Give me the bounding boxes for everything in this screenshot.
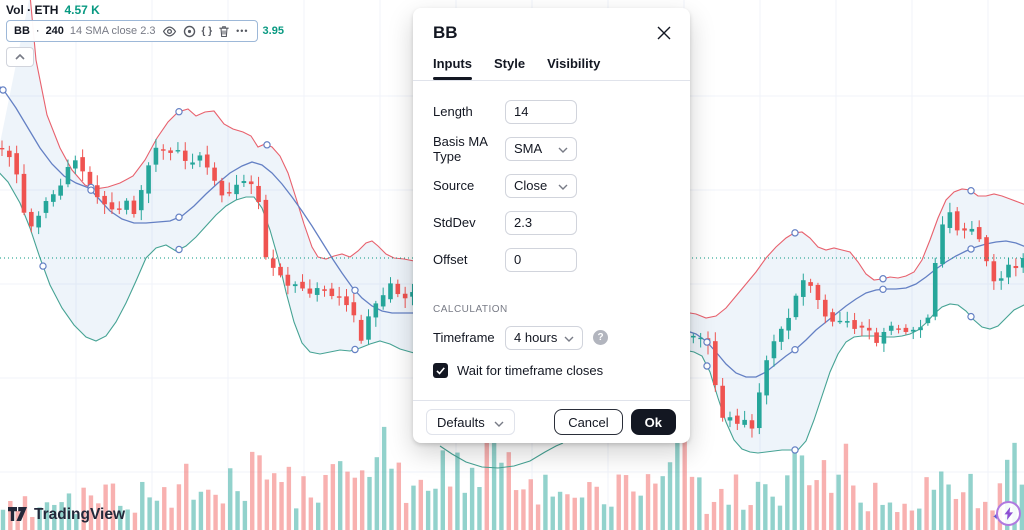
indicator-settings-dialog: BB Inputs Style Visibility Length Basis … — [413, 8, 690, 443]
checkbox-label: Wait for timeframe closes — [457, 363, 604, 378]
offset-input[interactable] — [505, 247, 577, 272]
offset-label: Offset — [433, 252, 468, 267]
source-select[interactable]: Close — [505, 173, 577, 198]
wait-for-timeframe-closes-checkbox[interactable]: Wait for timeframe closes — [433, 363, 670, 378]
quick-actions-badge[interactable]: ✦ — [992, 499, 1022, 527]
eye-icon[interactable] — [162, 25, 177, 38]
tradingview-logo[interactable]: TradingView — [8, 506, 125, 524]
close-icon[interactable] — [654, 23, 674, 43]
stddev-input[interactable] — [505, 210, 577, 235]
stddev-label: StdDev — [433, 215, 476, 230]
tab-style[interactable]: Style — [494, 56, 526, 71]
indicator-name: BB — [14, 25, 30, 37]
calculation-section-label: CALCULATION — [433, 304, 508, 315]
symbol-value: 4.57 K — [64, 3, 100, 17]
dialog-tabs: Inputs Style Visibility — [413, 56, 690, 80]
symbol-title: Vol · ETH — [6, 3, 59, 17]
separator-dot: · — [35, 25, 40, 37]
more-options-icon[interactable]: ••• — [236, 26, 249, 36]
collapse-legend-button[interactable] — [6, 47, 34, 67]
chevron-up-icon — [15, 54, 25, 60]
trash-icon[interactable] — [218, 25, 230, 38]
timeframe-select[interactable]: 4 hours — [505, 325, 583, 350]
symbol-legend-row[interactable]: Vol · ETH 4.57 K — [6, 3, 284, 17]
chart-legend: Vol · ETH 4.57 K BB · 240 14 SMA close 2… — [6, 3, 284, 67]
indicator-value: 3.95 — [262, 25, 284, 37]
indicator-legend-pill[interactable]: BB · 240 14 SMA close 2.3 { } ••• — [6, 20, 258, 42]
chevron-down-icon — [564, 330, 574, 345]
tradingview-logo-icon — [8, 506, 27, 521]
timeframe-value: 4 hours — [514, 330, 558, 345]
dialog-title: BB — [433, 23, 458, 42]
length-label: Length — [433, 104, 473, 119]
tab-visibility[interactable]: Visibility — [547, 56, 601, 71]
tradingview-logo-text: TradingView — [34, 506, 126, 523]
help-icon[interactable]: ? — [593, 330, 608, 345]
source-label: Source — [433, 178, 475, 193]
indicator-timeframe-badge: 240 — [45, 25, 64, 37]
basis-ma-type-label: Basis MA Type — [433, 133, 488, 164]
tab-inputs[interactable]: Inputs — [433, 56, 472, 80]
tabs-divider — [413, 80, 690, 81]
source-value: Close — [514, 178, 548, 193]
source-code-icon[interactable]: { } — [201, 25, 213, 37]
defaults-label: Defaults — [437, 414, 485, 430]
timeframe-label: Timeframe — [433, 330, 495, 345]
indicator-params: 14 SMA close 2.3 — [69, 25, 156, 37]
length-input[interactable] — [505, 99, 577, 124]
chevron-down-icon — [494, 415, 504, 430]
settings-icon[interactable] — [183, 25, 196, 38]
chevron-down-icon — [558, 178, 568, 193]
cancel-button[interactable]: Cancel — [554, 409, 623, 435]
chevron-down-icon — [558, 141, 568, 156]
ok-button[interactable]: Ok — [630, 409, 676, 435]
lightning-bolt-icon — [996, 501, 1021, 526]
basis-ma-type-select[interactable]: SMA — [505, 136, 577, 161]
defaults-button[interactable]: Defaults — [426, 409, 515, 435]
checkbox-checked-icon — [433, 363, 448, 378]
basis-ma-type-value: SMA — [514, 141, 543, 156]
